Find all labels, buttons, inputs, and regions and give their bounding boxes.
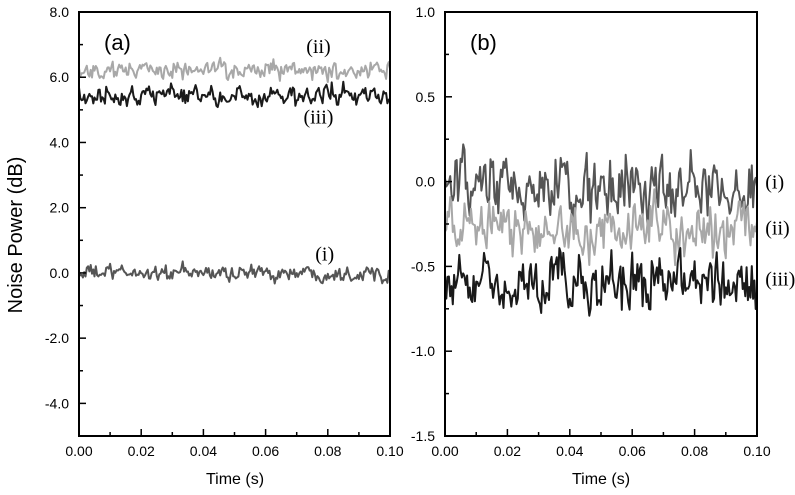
x-axis-title-b: Time (s) bbox=[572, 471, 630, 488]
y-tick-label-b: 1.0 bbox=[416, 4, 436, 20]
y-axis-title-a: Noise Power (dB) bbox=[5, 157, 27, 314]
x-tick-label-a: 0.00 bbox=[65, 443, 92, 459]
series-label-b-2: (ii) bbox=[765, 217, 789, 239]
panel-a-plot: 0.00 0.02 0.04 0.06 0.08 0.10 -4.0 -2.0 0.0 2.0 4.… bbox=[45, 4, 404, 459]
panel-label-a: (a) bbox=[104, 30, 131, 55]
x-tick-label-b: 0.06 bbox=[619, 443, 646, 459]
y-tick-label-a: 6.0 bbox=[50, 69, 70, 85]
trace-b-1 bbox=[444, 143, 758, 232]
x-tick-label-a: 0.02 bbox=[128, 443, 155, 459]
y-tick-label-b: 0.0 bbox=[416, 174, 436, 190]
series-label-a-1: (i) bbox=[315, 243, 334, 265]
y-tick-label-a: 4.0 bbox=[50, 134, 70, 150]
x-tick-label-b: 0.10 bbox=[743, 443, 770, 459]
y-tick-label-b: -1.0 bbox=[411, 343, 435, 359]
trace-b-3 bbox=[444, 247, 758, 317]
x-tick-label-b: 0.04 bbox=[556, 443, 583, 459]
y-tick-label-a: 8.0 bbox=[50, 4, 70, 20]
trace-a-1 bbox=[78, 260, 391, 285]
panel-b-plot: 0.00 0.02 0.04 0.06 0.08 0.10 -1.5 -1.0 -0.5 0.0 0… bbox=[411, 4, 795, 459]
plot-frame-a bbox=[78, 11, 391, 437]
y-tick-label-a: 0.0 bbox=[50, 265, 70, 281]
y-tick-label-b: -1.5 bbox=[411, 428, 435, 444]
trace-b-2 bbox=[444, 188, 758, 267]
x-tick-label-b: 0.00 bbox=[431, 443, 458, 459]
x-tick-label-a: 0.08 bbox=[314, 443, 341, 459]
x-tick-label-b: 0.02 bbox=[494, 443, 521, 459]
series-label-a-3: (iii) bbox=[303, 106, 333, 128]
x-tick-label-a: 0.06 bbox=[252, 443, 279, 459]
y-tick-label-a: -4.0 bbox=[45, 395, 69, 411]
series-label-b-3: (iii) bbox=[765, 268, 795, 290]
x-tick-label-a: 0.04 bbox=[190, 443, 217, 459]
y-tick-label-a: 2.0 bbox=[50, 200, 70, 216]
y-tick-label-b: -0.5 bbox=[411, 258, 435, 274]
series-label-b-1: (i) bbox=[765, 172, 784, 194]
trace-a-2 bbox=[78, 56, 391, 83]
series-label-a-2: (ii) bbox=[306, 36, 330, 58]
y-tick-label-b: 0.5 bbox=[416, 89, 436, 105]
y-tick-label-a: -2.0 bbox=[45, 330, 69, 346]
panel-label-b: (b) bbox=[470, 30, 497, 55]
x-tick-label-a: 0.10 bbox=[376, 443, 403, 459]
x-tick-label-b: 0.08 bbox=[681, 443, 708, 459]
trace-a-3 bbox=[78, 80, 391, 109]
x-axis-title-a: Time (s) bbox=[206, 471, 264, 488]
